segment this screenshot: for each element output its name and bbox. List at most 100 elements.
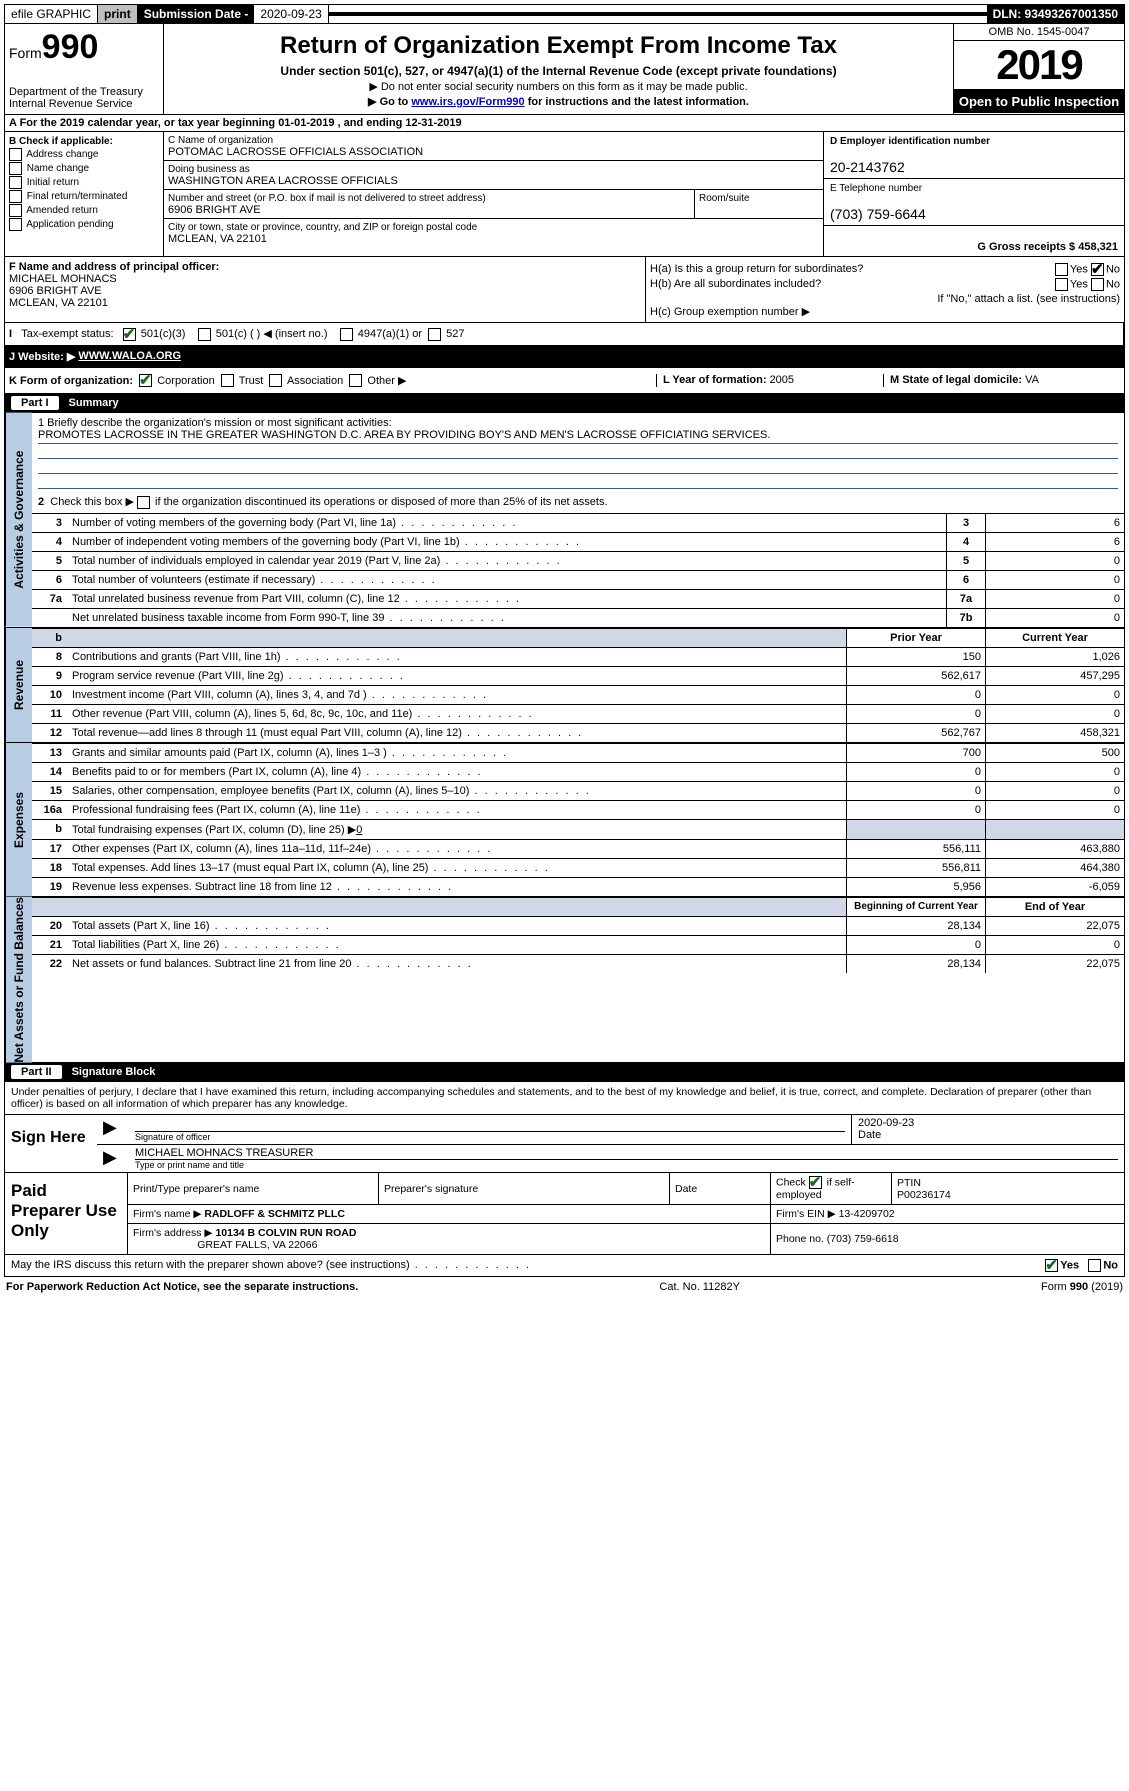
- k-assoc-checkbox[interactable]: [269, 374, 282, 387]
- hb-no-checkbox[interactable]: [1091, 278, 1104, 291]
- hdr-blank: [68, 628, 847, 647]
- check-pre: Check: [776, 1177, 806, 1189]
- paid-preparer-block: Paid Preparer Use Only Print/Type prepar…: [4, 1173, 1125, 1255]
- curr-value: 458,321: [986, 723, 1125, 742]
- note-goto: ▶ Go to www.irs.gov/Form990 for instruct…: [168, 95, 949, 108]
- begin-value: 28,134: [847, 954, 986, 973]
- b-checkbox[interactable]: [9, 190, 22, 203]
- h-b: H(b) Are all subordinates included? Yes …: [650, 278, 1120, 291]
- b-checkbox[interactable]: [9, 218, 22, 231]
- line-value: 6: [986, 513, 1125, 532]
- i-4947-checkbox[interactable]: [340, 328, 353, 341]
- dba-name: WASHINGTON AREA LACROSSE OFFICIALS: [168, 175, 398, 187]
- line-num: 10: [32, 685, 68, 704]
- b-checkbox[interactable]: [9, 148, 22, 161]
- ein-label2: Firm's EIN ▶: [776, 1208, 839, 1220]
- governance-section: Activities & Governance 1 Briefly descri…: [4, 413, 1125, 628]
- b-checkbox[interactable]: [9, 162, 22, 175]
- irs-label: Internal Revenue Service: [9, 98, 159, 110]
- m-label: M State of legal domicile:: [890, 374, 1025, 386]
- line-num: 3: [32, 513, 68, 532]
- prior-value: 150: [847, 647, 986, 666]
- b-option: Application pending: [9, 218, 159, 231]
- prior-value: 556,111: [847, 839, 986, 858]
- org-name: POTOMAC LACROSSE OFFICIALS ASSOCIATION: [168, 146, 423, 158]
- header-left: Form990 Department of the Treasury Inter…: [5, 24, 164, 114]
- line-text: Total liabilities (Part X, line 26): [68, 935, 847, 954]
- discuss-row: May the IRS discuss this return with the…: [4, 1255, 1125, 1277]
- section-c: C Name of organization POTOMAC LACROSSE …: [164, 132, 823, 256]
- ptin-label: PTIN: [897, 1177, 921, 1189]
- firm-addr2: GREAT FALLS, VA 22066: [197, 1239, 317, 1251]
- line-text: Grants and similar amounts paid (Part IX…: [68, 743, 847, 762]
- discuss-yes-checkbox[interactable]: [1045, 1259, 1058, 1272]
- c-dba-block: Doing business as WASHINGTON AREA LACROS…: [164, 161, 823, 190]
- ha-no-checkbox[interactable]: [1091, 263, 1104, 276]
- line-value: 0: [986, 608, 1125, 627]
- i-label: Tax-exempt status:: [21, 328, 113, 340]
- k-o4: Other ▶: [367, 375, 406, 387]
- selfemp-checkbox[interactable]: [809, 1176, 822, 1189]
- print-button[interactable]: print: [98, 5, 138, 23]
- line-text: Contributions and grants (Part VIII, lin…: [68, 647, 847, 666]
- sig-name-label: Type or print name and title: [135, 1160, 1118, 1170]
- line-text: Total fundraising expenses (Part IX, col…: [68, 819, 847, 839]
- paid-preparer-label: Paid Preparer Use Only: [5, 1173, 128, 1254]
- ha-yes-checkbox[interactable]: [1055, 263, 1068, 276]
- submission-date: 2020-09-23: [254, 5, 328, 23]
- blank-line-2: [38, 459, 1118, 474]
- h-a: H(a) Is this a group return for subordin…: [650, 263, 1120, 276]
- phone-value: (703) 759-6644: [830, 206, 926, 222]
- curr-value: 0: [986, 781, 1125, 800]
- side-revenue: Revenue: [5, 628, 32, 742]
- line-text: Salaries, other compensation, employee b…: [68, 781, 847, 800]
- b-checkbox[interactable]: [9, 176, 22, 189]
- b-checkbox[interactable]: [9, 204, 22, 217]
- k-corp-checkbox[interactable]: [139, 374, 152, 387]
- row-i: I Tax-exempt status: 501(c)(3) 501(c) ( …: [4, 323, 1125, 346]
- prior-value: 5,956: [847, 877, 986, 896]
- c-addr-row: Number and street (or P.O. box if mail i…: [164, 190, 823, 219]
- header-center: Return of Organization Exempt From Incom…: [164, 24, 953, 114]
- k-trust-checkbox[interactable]: [221, 374, 234, 387]
- curr-value: 0: [986, 704, 1125, 723]
- line-text: Number of independent voting members of …: [68, 532, 947, 551]
- form-990-number: 990: [42, 28, 99, 66]
- block-bcdeg: B Check if applicable: Address change Na…: [4, 132, 1125, 257]
- line-num: 8: [32, 647, 68, 666]
- k-o2: Trust: [239, 375, 264, 387]
- i-527-checkbox[interactable]: [428, 328, 441, 341]
- line-num: 19: [32, 877, 68, 896]
- i-501c3-checkbox[interactable]: [123, 328, 136, 341]
- expenses-table: 13 Grants and similar amounts paid (Part…: [32, 743, 1124, 896]
- line-text: Program service revenue (Part VIII, line…: [68, 666, 847, 685]
- l2-checkbox[interactable]: [137, 496, 150, 509]
- c-city-block: City or town, state or province, country…: [164, 219, 823, 247]
- goto-post: for instructions and the latest informat…: [525, 96, 749, 108]
- discuss-no-checkbox[interactable]: [1088, 1259, 1101, 1272]
- line-num: 15: [32, 781, 68, 800]
- website-link[interactable]: WWW.WALOA.ORG: [78, 350, 181, 362]
- footer-form-post: (2019): [1088, 1281, 1123, 1293]
- prior-value: 0: [847, 685, 986, 704]
- hdr-prior: Prior Year: [847, 628, 986, 647]
- omb-number: OMB No. 1545-0047: [954, 24, 1124, 41]
- side-governance: Activities & Governance: [5, 413, 32, 627]
- l2-text: if the organization discontinued its ope…: [155, 496, 608, 508]
- firm-name-cell: Firm's name ▶ RADLOFF & SCHMITZ PLLC: [128, 1205, 771, 1224]
- sig-officer-row: ▶ Signature of officer 2020-09-23 Date: [97, 1115, 1124, 1145]
- addr-label: Number and street (or P.O. box if mail i…: [168, 193, 486, 204]
- m-state: M State of legal domicile: VA: [883, 374, 1120, 388]
- irs-link[interactable]: www.irs.gov/Form990: [411, 96, 524, 108]
- line-text: Other expenses (Part IX, column (A), lin…: [68, 839, 847, 858]
- prior-value: 0: [847, 800, 986, 819]
- sig-officer-label: Signature of officer: [135, 1132, 845, 1142]
- line-text: Professional fundraising fees (Part IX, …: [68, 800, 847, 819]
- goto-pre: ▶ Go to: [368, 96, 411, 108]
- hb-yes-checkbox[interactable]: [1055, 278, 1068, 291]
- i-501c-checkbox[interactable]: [198, 328, 211, 341]
- k-other-checkbox[interactable]: [349, 374, 362, 387]
- curr-value: 0: [986, 762, 1125, 781]
- sig-officer-field: Signature of officer: [129, 1115, 851, 1144]
- governance-table: 3 Number of voting members of the govern…: [32, 513, 1124, 627]
